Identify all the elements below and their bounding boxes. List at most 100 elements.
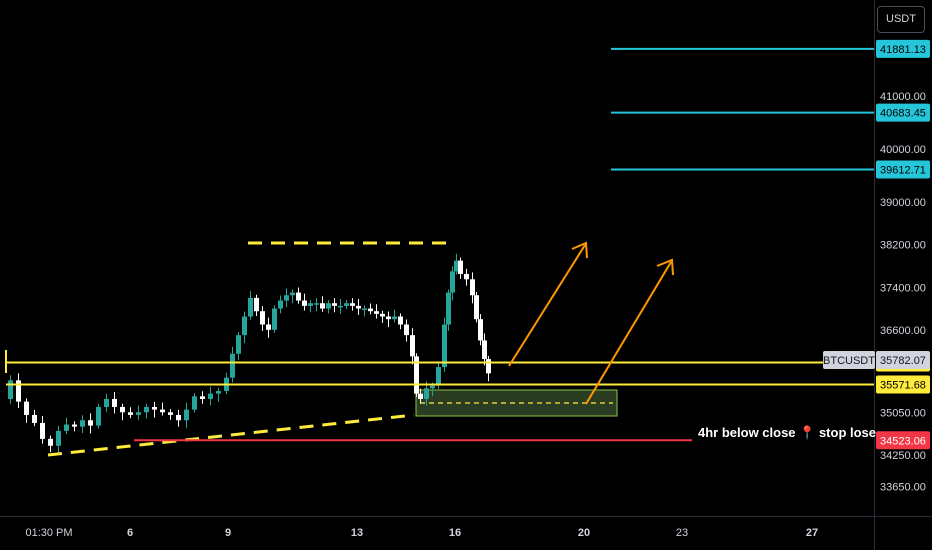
candle-body	[104, 398, 109, 407]
rising-trendline[interactable]	[47, 413, 415, 457]
candle-body	[470, 279, 475, 296]
candle-body	[64, 424, 69, 431]
projection-arrow-2[interactable]	[585, 258, 674, 405]
candle-body	[398, 316, 403, 325]
candle-body	[72, 424, 77, 427]
candle-body	[302, 300, 307, 306]
candle-body	[436, 367, 441, 386]
candle-body	[290, 292, 295, 296]
candle-body	[350, 303, 355, 306]
candle-body	[88, 420, 93, 426]
candle-body	[272, 308, 277, 330]
candle-body	[414, 356, 419, 394]
candle-body	[380, 313, 385, 317]
time-tick-label: 13	[351, 527, 363, 539]
candle-body	[356, 305, 361, 309]
candle-body	[486, 359, 491, 374]
candle-body	[260, 311, 265, 325]
candlestick-series	[8, 253, 491, 454]
candle-body	[128, 412, 133, 415]
target-3-badge-label: 41881.13	[880, 44, 926, 56]
candle-body	[208, 393, 213, 399]
time-tick-label: 6	[127, 527, 133, 539]
candle-body	[314, 303, 319, 305]
stop-loss-annotation: 4hr below close 📍 stop lose	[698, 425, 876, 440]
candle-body	[144, 406, 149, 413]
candle-body	[40, 422, 45, 439]
candle-body	[80, 420, 85, 427]
candle-body	[418, 393, 423, 399]
candle-body	[430, 385, 435, 389]
candle-body	[482, 340, 487, 360]
candle-body	[474, 295, 479, 320]
candle-body	[454, 260, 459, 272]
candle-body	[278, 300, 283, 309]
candle-body	[326, 303, 331, 309]
projection-arrow-1[interactable]	[508, 241, 588, 367]
candle-body	[266, 324, 271, 330]
target-1-badge	[876, 160, 930, 179]
candle-body	[242, 316, 247, 336]
candle-body	[284, 295, 289, 301]
candle-body	[442, 324, 447, 368]
candle-body	[248, 297, 253, 317]
candle-body	[308, 303, 313, 306]
candle-body	[446, 292, 451, 325]
candle-body	[368, 308, 373, 312]
price-tick-label: 37400.00	[880, 282, 926, 294]
stop-loss-badge	[876, 431, 930, 450]
price-tick-label: 39000.00	[880, 197, 926, 209]
candle-body	[374, 311, 379, 314]
candle-body	[296, 292, 301, 301]
time-tick-label: 20	[578, 527, 590, 539]
target-2-badge-label: 40683.45	[880, 108, 926, 120]
support-badge-label: 35571.68	[880, 380, 926, 392]
candle-body	[424, 388, 429, 399]
candle-body	[176, 414, 181, 421]
candle-body	[112, 398, 117, 407]
currency-button[interactable]: USDT	[877, 6, 925, 33]
price-tick-label: 33650.00	[880, 482, 926, 494]
candle-body	[332, 303, 337, 306]
candle-body	[386, 316, 391, 320]
last-price-group: BTCUSDT 35782.07	[823, 351, 930, 369]
candle-body	[230, 353, 235, 378]
price-tick-label: 34250.00	[880, 450, 926, 462]
candle-body	[184, 409, 189, 421]
candle-body	[320, 303, 325, 309]
time-tick-label: 16	[449, 527, 461, 539]
candle-body	[216, 390, 221, 394]
price-tick-label: 40000.00	[880, 144, 926, 156]
candle-body	[200, 396, 205, 399]
time-tick-label: 23	[676, 527, 688, 539]
candle-body	[120, 406, 125, 413]
stop-loss-badge-label: 34523.06	[880, 435, 926, 447]
candle-body	[458, 260, 463, 274]
target-3-badge	[876, 39, 930, 58]
candle-body	[404, 324, 409, 336]
price-tick-label: 41000.00	[880, 91, 926, 103]
candle-body	[136, 412, 141, 415]
candle-body	[8, 380, 13, 399]
time-tick-label: 27	[806, 527, 818, 539]
price-tick-label: 36600.00	[880, 325, 926, 337]
candle-body	[168, 412, 173, 415]
candle-body	[236, 335, 241, 354]
support-badge	[876, 375, 930, 394]
time-axis[interactable]: 01:30 PM 6 9 13 16 20 23 27	[25, 527, 818, 539]
candle-body	[392, 316, 397, 320]
candle-body	[16, 380, 21, 402]
target-2-badge	[876, 103, 930, 122]
candle-body	[362, 308, 367, 311]
candle-body	[410, 335, 415, 357]
candle-body	[254, 297, 259, 312]
price-axis[interactable]: 41000.00 40000.00 39000.00 38200.00 37400.00…	[880, 91, 926, 494]
candle-body	[24, 401, 29, 415]
last-price-label: 35782.07	[880, 355, 926, 367]
target-1-badge-label: 39612.71	[880, 165, 926, 177]
candle-body	[48, 438, 53, 446]
candle-body	[450, 271, 455, 293]
symbol-badge	[823, 351, 875, 369]
price-tick-label: 35050.00	[880, 407, 926, 419]
